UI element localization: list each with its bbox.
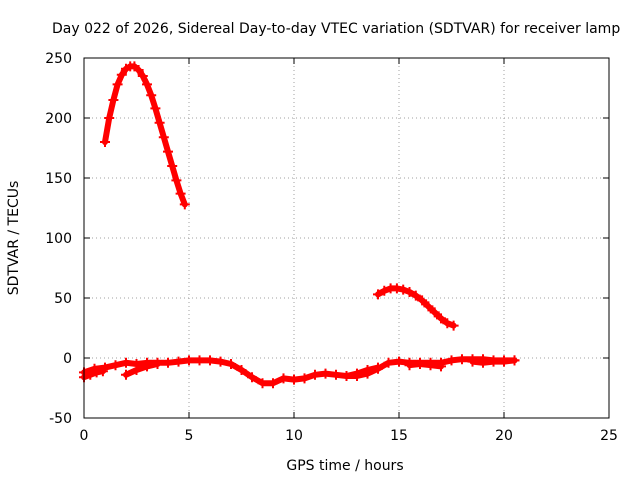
data-point	[310, 369, 320, 380]
y-tick-label: 0	[63, 351, 72, 367]
data-point	[436, 313, 446, 324]
data-point	[184, 355, 194, 366]
data-point	[442, 318, 453, 329]
data-point	[417, 295, 428, 306]
data-point	[398, 284, 409, 295]
data-point	[341, 371, 352, 381]
data-point	[373, 289, 383, 300]
data-point	[429, 307, 440, 318]
data-point	[171, 175, 182, 186]
data-point	[104, 113, 115, 123]
data-point	[110, 360, 121, 371]
data-point	[173, 356, 184, 367]
data-point	[236, 365, 247, 375]
data-point	[131, 365, 142, 375]
data-point	[121, 369, 131, 380]
data-point	[391, 283, 402, 294]
data-point	[163, 357, 173, 368]
data-point	[108, 95, 119, 105]
series-trace-arc-5	[123, 361, 161, 378]
data-point	[146, 90, 157, 101]
data-point	[257, 378, 268, 389]
data-point	[362, 365, 373, 375]
data-point	[121, 357, 131, 368]
data-point	[425, 360, 436, 371]
data-point	[112, 79, 123, 90]
data-point	[91, 367, 102, 378]
x-tick-label: 15	[390, 428, 408, 444]
data-layer	[79, 61, 520, 389]
data-point	[488, 356, 499, 367]
data-point	[142, 79, 152, 90]
data-point	[457, 354, 467, 365]
data-point	[423, 301, 434, 312]
data-point	[205, 355, 215, 366]
data-point	[152, 359, 163, 369]
data-point	[179, 199, 190, 210]
x-tick-label: 5	[185, 428, 194, 444]
data-point	[137, 71, 148, 81]
x-tick-label: 25	[600, 428, 618, 444]
y-tick-label: 150	[45, 171, 72, 187]
data-point	[404, 360, 415, 371]
y-tick-label: 50	[54, 291, 72, 307]
data-point	[448, 320, 459, 331]
data-point	[331, 369, 341, 380]
data-point	[499, 356, 509, 367]
x-axis-label: GPS time / hours	[286, 458, 403, 474]
x-tick-label: 0	[80, 428, 89, 444]
data-point	[163, 146, 173, 157]
y-tick-label: 100	[45, 231, 72, 247]
data-point	[379, 285, 390, 296]
y-tick-label: 250	[45, 51, 72, 67]
data-point	[415, 359, 425, 369]
data-point	[509, 355, 520, 366]
data-point	[226, 359, 236, 369]
data-point	[158, 132, 169, 143]
data-point	[410, 290, 421, 301]
data-point	[142, 361, 152, 372]
data-point	[175, 188, 186, 199]
data-point	[194, 355, 205, 366]
data-point	[373, 362, 383, 373]
series-trace-arc-6	[343, 364, 381, 379]
data-point	[467, 356, 478, 367]
data-point	[85, 369, 96, 380]
data-point	[436, 361, 446, 372]
series-trace-arc-7	[406, 361, 444, 370]
data-point	[215, 356, 226, 367]
data-point	[154, 117, 165, 128]
data-point	[320, 368, 331, 379]
data-point	[100, 137, 110, 147]
data-point	[446, 355, 457, 366]
chart-title: Day 022 of 2026, Sidereal Day-to-day VTE…	[52, 21, 620, 37]
data-point	[167, 161, 178, 171]
data-point	[268, 378, 278, 389]
data-point	[394, 356, 404, 367]
data-point	[133, 65, 144, 75]
tick-layer: 0 5 10 15 20 25 -50 0 50 100 150 200 250	[45, 51, 618, 444]
data-point	[352, 368, 362, 379]
data-point	[150, 103, 161, 114]
data-point	[278, 373, 289, 384]
data-point	[116, 69, 127, 80]
x-tick-label: 10	[285, 428, 303, 444]
y-tick-label: -50	[49, 411, 72, 427]
data-point	[299, 373, 310, 384]
y-axis-label: SDTVAR / TECUs	[6, 181, 22, 296]
y-tick-label: 200	[45, 111, 72, 127]
data-point	[289, 374, 299, 385]
data-point	[404, 287, 415, 297]
data-point	[383, 357, 394, 368]
data-point	[247, 372, 257, 383]
data-point	[478, 357, 488, 368]
x-tick-label: 20	[495, 428, 513, 444]
data-point	[97, 366, 108, 377]
